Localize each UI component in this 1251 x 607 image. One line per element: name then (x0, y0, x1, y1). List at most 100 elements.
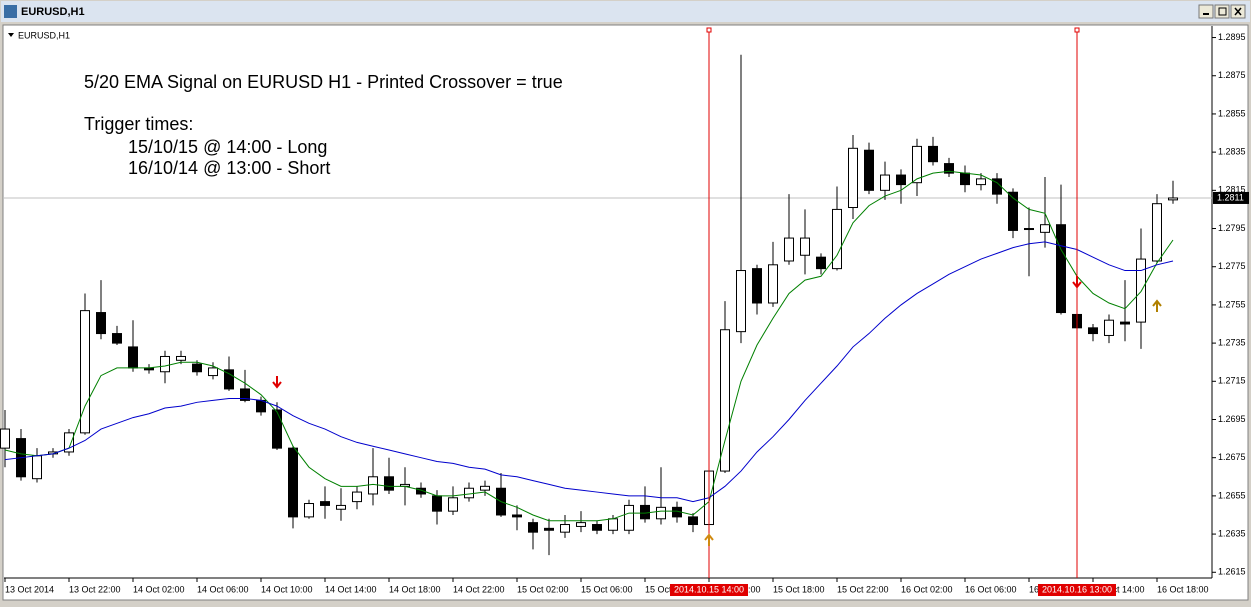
y-tick-label: 1.2675 (1218, 452, 1246, 462)
y-tick-label: 1.2735 (1218, 337, 1246, 347)
x-tick-label: 16 Oct 14:00 (1093, 584, 1145, 594)
candle-body (1120, 321, 1130, 325)
candle-body (656, 506, 666, 520)
candle-body (816, 256, 826, 270)
last-price-box (1213, 191, 1249, 204)
minimize-button[interactable] (1198, 4, 1214, 19)
x-tick-label: 15 Oct 18:00 (773, 584, 825, 594)
axis-overlay: 1.2615 1.2635 1.2655 1.2675 1.2695 1.2715 1.27… (4, 32, 1249, 596)
candle-body (720, 329, 730, 472)
candle-body (304, 503, 314, 518)
candle-body (416, 487, 426, 495)
x-tick-label: 16 Oct 02:00 (901, 584, 953, 594)
close-glyph (1234, 7, 1242, 16)
y-tick-label: 1.2695 (1218, 414, 1246, 424)
candle-body (112, 333, 122, 344)
candle-body (576, 522, 586, 527)
maximize-glyph (1218, 7, 1227, 16)
candle-body (736, 270, 746, 333)
y-tick-label: 1.2635 (1218, 528, 1246, 538)
y-tick-label: 1.2755 (1218, 299, 1246, 309)
candle-body (608, 518, 618, 531)
candle-body (1104, 319, 1114, 336)
marker-time-label: 2014.10.15 14:00 (674, 584, 744, 594)
candle-body (128, 346, 138, 369)
candle-body (1024, 228, 1034, 231)
sell-arrow (272, 376, 282, 389)
window-buttons[interactable] (1198, 4, 1246, 19)
candle-body (352, 491, 362, 503)
candle-body (768, 264, 778, 304)
x-tick-label: 14 Oct 02:00 (133, 584, 185, 594)
candle-body (784, 237, 794, 262)
maximize-button[interactable] (1214, 4, 1230, 19)
candle-body (880, 174, 890, 191)
candle-body (800, 237, 810, 256)
candle-body (208, 367, 218, 377)
candle-body (688, 516, 698, 526)
candle-body (160, 355, 170, 373)
chart-menu-arrow (8, 33, 14, 37)
x-tick-label: 15 Oct 06:00 (581, 584, 633, 594)
candle-body (384, 476, 394, 491)
y-tick-label: 1.2895 (1218, 32, 1246, 42)
y-tick-label: 1.2815 (1218, 185, 1246, 195)
chart-area (2, 24, 1249, 601)
y-tick-label: 1.2795 (1218, 223, 1246, 233)
candle-body (32, 455, 42, 480)
marker-handle (706, 27, 712, 33)
candle-body (1152, 203, 1162, 262)
title-bar (1, 1, 1250, 22)
annotation-headline: 5/20 EMA Signal on EURUSD H1 - Printed C… (84, 72, 563, 92)
buy-arrow (704, 533, 714, 546)
plot (0, 54, 1212, 556)
annotation-line: 15/10/15 @ 14:00 - Long (128, 137, 327, 157)
ema-line (4, 241, 1174, 503)
y-tick-label: 1.2835 (1218, 147, 1246, 157)
candle-body (624, 504, 634, 531)
candle-body (176, 355, 186, 361)
candle-body (752, 268, 762, 304)
candle-body (896, 174, 906, 186)
candle-body (1056, 224, 1066, 314)
candle-body (368, 476, 378, 495)
window-icon (4, 5, 17, 18)
candle-body (288, 447, 298, 518)
ema-line (4, 170, 1174, 522)
candle-body (464, 487, 474, 499)
candle-body (528, 522, 538, 533)
x-tick-label: 15 Oct 22:00 (837, 584, 889, 594)
marker-time-box (670, 584, 748, 596)
y-tick-label: 1.2655 (1218, 490, 1246, 500)
candle-body (944, 163, 954, 174)
x-tick-label: 14 Oct 10:00 (261, 584, 313, 594)
candle-body (864, 149, 874, 191)
candle-body (336, 504, 346, 510)
x-tick-label: 14 Oct 22:00 (453, 584, 505, 594)
last-price-label: 1.2811 (1217, 192, 1244, 202)
candle-body (560, 524, 570, 533)
candle-body (912, 145, 922, 184)
x-tick-label: 14 Oct 18:00 (389, 584, 441, 594)
candle-body (80, 310, 90, 434)
window-title: EURUSD,H1 (21, 6, 85, 18)
candle-body (224, 369, 234, 390)
x-tick-label: 14 Oct 14:00 (325, 584, 377, 594)
candle-body (1088, 327, 1098, 335)
candle-body (448, 497, 458, 512)
candle-body (64, 432, 74, 453)
candle-body (240, 388, 250, 401)
chart-label: EURUSD,H1 (18, 30, 70, 40)
candle-body (480, 485, 490, 491)
candle-body (1008, 191, 1018, 231)
x-tick-label: 14 Oct 06:00 (197, 584, 249, 594)
candle-body (512, 514, 522, 518)
sell-arrow (1072, 276, 1082, 289)
y-tick-label: 1.2615 (1218, 567, 1246, 577)
candle-body (832, 208, 842, 270)
y-tick-label: 1.2875 (1218, 70, 1246, 80)
marker-time-label: 2014.10.16 13:00 (1042, 584, 1112, 594)
x-tick-label: 16 Oct 06:00 (965, 584, 1017, 594)
marker-handle (1074, 27, 1080, 33)
